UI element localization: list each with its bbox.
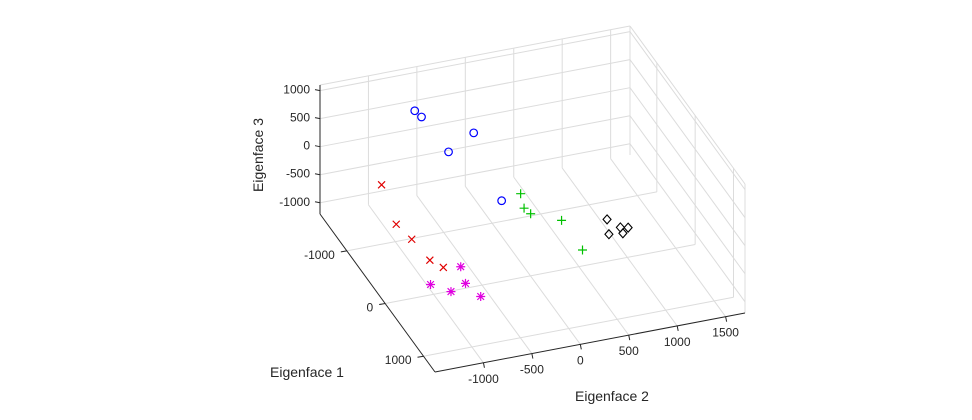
z-tick-mark bbox=[314, 201, 321, 204]
y-tick-label: 1500 bbox=[712, 326, 739, 340]
tick-labels: 1000 500 0 -500 -1000 -1000 0 1000 -1000 -500 0 500… bbox=[279, 83, 739, 386]
z-tick-mark bbox=[314, 173, 321, 176]
z-tick-mark bbox=[314, 89, 321, 92]
asterisk-marker bbox=[446, 287, 456, 297]
y-tick-label: -1000 bbox=[468, 372, 499, 386]
grid-line bbox=[319, 31, 631, 92]
x-marker bbox=[425, 256, 434, 265]
grid-line bbox=[629, 143, 746, 303]
grid-line bbox=[561, 167, 678, 327]
grid-line bbox=[385, 244, 696, 305]
z-tick-label: -1000 bbox=[279, 195, 310, 209]
x-axis-line bbox=[319, 213, 436, 373]
plus-marker bbox=[557, 215, 567, 225]
z-tick-mark bbox=[314, 145, 321, 148]
plus-marker bbox=[526, 209, 536, 219]
x-marker bbox=[407, 235, 416, 244]
x-tick-label: -1000 bbox=[304, 248, 335, 262]
grid-line bbox=[319, 25, 631, 86]
x-tick-label: 1000 bbox=[385, 353, 412, 367]
diamond-marker bbox=[615, 222, 626, 233]
data-markers bbox=[377, 106, 633, 302]
y-axis-label: Eigenface 2 bbox=[575, 388, 649, 404]
y-tick-mark bbox=[628, 335, 631, 341]
y-tick-mark bbox=[531, 353, 534, 359]
y-tick-mark bbox=[725, 316, 728, 322]
grid-line bbox=[629, 31, 746, 190]
grid-line bbox=[319, 59, 631, 120]
grid-line bbox=[416, 195, 533, 354]
grid-lines bbox=[319, 25, 746, 364]
circle-marker bbox=[497, 196, 507, 206]
z-tick-label: 500 bbox=[290, 111, 310, 125]
y-tick-label: -500 bbox=[520, 363, 544, 377]
grid-line bbox=[629, 25, 746, 185]
y-tick-label: 1000 bbox=[664, 335, 691, 349]
plus-marker bbox=[578, 245, 588, 255]
grid-line bbox=[513, 176, 630, 336]
y-tick-mark bbox=[579, 344, 582, 350]
x-tick-mark bbox=[379, 303, 386, 306]
diamond-marker bbox=[618, 227, 628, 239]
z-tick-label: 1000 bbox=[283, 83, 310, 97]
grid-line bbox=[319, 87, 631, 148]
y-tick-label: 0 bbox=[577, 353, 584, 367]
y-tick-mark bbox=[676, 325, 679, 332]
axis-lines bbox=[314, 85, 746, 373]
diamond-marker bbox=[604, 228, 614, 240]
grid-line bbox=[368, 204, 484, 364]
grid-line bbox=[423, 296, 734, 357]
grid-line bbox=[319, 115, 631, 176]
x-marker bbox=[392, 220, 401, 229]
x-tick-mark bbox=[417, 355, 424, 358]
diamond-marker bbox=[602, 214, 612, 225]
grid-line bbox=[346, 191, 657, 252]
grid-line bbox=[629, 59, 746, 218]
z-tick-label: -500 bbox=[286, 167, 310, 181]
z-tick-label: 0 bbox=[303, 139, 310, 153]
y-tick-label: 500 bbox=[619, 344, 639, 358]
x-marker bbox=[377, 180, 386, 189]
x-axis-label: Eigenface 1 bbox=[270, 364, 344, 380]
asterisk-marker bbox=[456, 262, 466, 272]
z-tick-mark bbox=[314, 117, 321, 120]
y-tick-mark bbox=[482, 362, 485, 368]
y-axis-line bbox=[434, 312, 746, 373]
asterisk-marker bbox=[426, 279, 436, 289]
z-axis-label: Eigenface 3 bbox=[250, 118, 266, 192]
circle-marker bbox=[417, 112, 426, 122]
grid-line bbox=[629, 115, 746, 275]
grid-line bbox=[464, 186, 581, 345]
asterisk-marker bbox=[476, 292, 486, 302]
grid-line bbox=[610, 158, 727, 317]
x-marker bbox=[439, 263, 448, 272]
asterisk-marker bbox=[460, 278, 470, 288]
diamond-marker bbox=[623, 222, 633, 233]
plus-marker bbox=[519, 203, 529, 213]
x-tick-label: 0 bbox=[366, 301, 373, 315]
circle-marker bbox=[410, 106, 420, 116]
circle-marker bbox=[469, 128, 479, 138]
grid-line bbox=[319, 143, 631, 204]
grid-line bbox=[629, 87, 746, 246]
circle-marker bbox=[444, 147, 453, 157]
plus-marker bbox=[516, 189, 526, 199]
x-tick-mark bbox=[340, 250, 347, 253]
